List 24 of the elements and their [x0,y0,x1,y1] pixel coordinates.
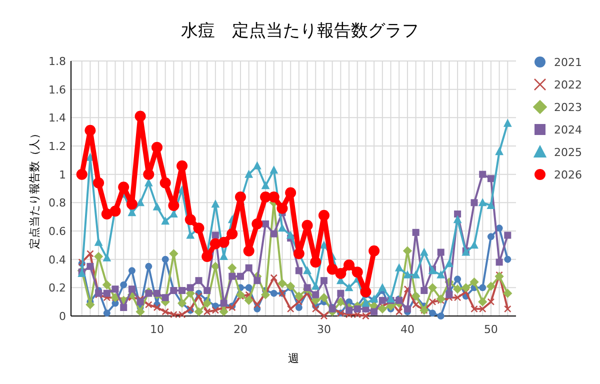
y-tick-label: 0.6 [48,225,66,238]
y-tick-label: 1.8 [48,55,66,68]
x-tick-label: 50 [484,323,498,336]
chart-title: 水痘 定点当たり報告数グラフ [181,21,419,41]
y-tick-label: 1.6 [48,83,66,96]
x-axis-title: 週 [288,352,299,365]
y-tick-label: 1 [59,168,66,182]
x-tick-label: 40 [400,323,414,336]
y-tick-label: 1.2 [48,140,66,153]
legend-label: 2024 [554,124,582,136]
y-tick-label: 0.8 [48,196,66,210]
legend-label: 2025 [554,146,582,159]
y-tick-label: 0 [59,310,66,323]
y-tick-label: 0.4 [48,253,66,266]
y-tick-label: 1.4 [48,112,66,125]
legend-label: 2021 [554,56,582,69]
legend-label: 2023 [554,101,582,114]
y-tick-label: 0.2 [48,282,66,295]
x-tick-label: 20 [233,323,248,336]
legend-label: 2022 [554,78,582,92]
y-axis-title: 定点当たり報告数（人） [28,128,41,249]
x-tick-label: 10 [150,323,164,336]
legend-label: 2026 [554,168,582,182]
x-tick-label: 30 [316,323,331,336]
